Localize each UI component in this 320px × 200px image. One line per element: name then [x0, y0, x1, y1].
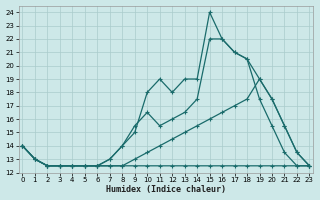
X-axis label: Humidex (Indice chaleur): Humidex (Indice chaleur)	[106, 185, 226, 194]
